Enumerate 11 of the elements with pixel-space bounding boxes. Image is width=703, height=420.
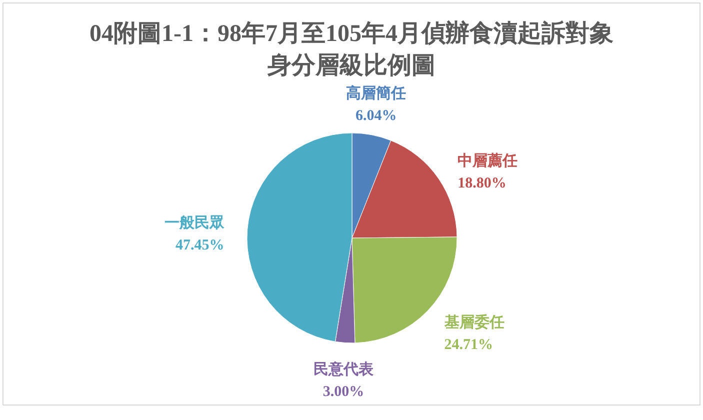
slice-label: 一般民眾 — [164, 214, 224, 232]
data-label: 47.45% — [176, 238, 224, 254]
data-label: 18.80% — [458, 176, 506, 192]
slice-label: 民意代表 — [314, 360, 375, 378]
data-label: 6.04% — [356, 108, 397, 124]
data-label: 24.71% — [444, 336, 494, 353]
slice-label: 基層委任 — [443, 314, 504, 331]
slice-label: 高層簡任 — [346, 84, 406, 102]
chart-title: 04附圖1-1：98年7月至105年4月偵辦食瀆起訴對象身分層級比例圖 — [88, 19, 614, 81]
slice-label: 中層薦任 — [458, 152, 518, 170]
data-label: 3.00% — [322, 384, 364, 400]
